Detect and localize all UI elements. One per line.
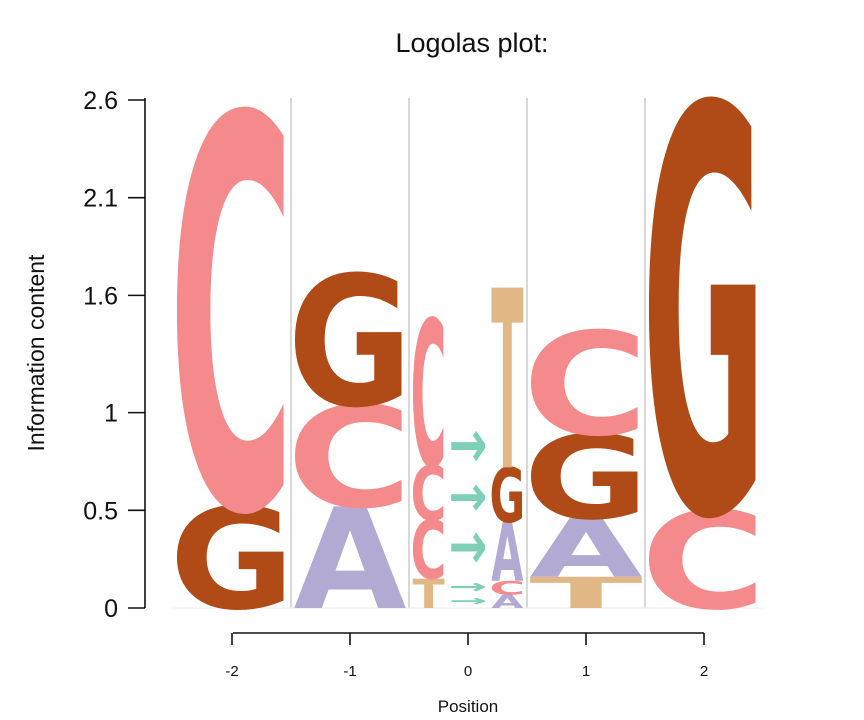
logo-arrow: →: [449, 507, 488, 585]
x-axis-ticks: -2 -1 0 1 2: [225, 633, 708, 680]
x-axis-label: Position: [438, 697, 498, 716]
logo-letter-c: C: [489, 577, 525, 599]
logo-letter-c: C: [522, 303, 648, 468]
logo-letter-a: A: [491, 508, 523, 601]
logo-letter-c: C: [286, 377, 412, 539]
x-tick-label: 1: [582, 663, 590, 680]
logo-letter-g: G: [169, 479, 294, 641]
logo-arrow: →: [449, 464, 488, 530]
chart-title: Logolas plot:: [395, 28, 548, 58]
x-tick-label: 2: [700, 663, 708, 680]
logo-letter-a: A: [491, 591, 523, 613]
logo-letter-c: C: [411, 450, 447, 538]
y-tick-label: 0.5: [83, 497, 118, 525]
y-tick-label: 1.6: [83, 282, 118, 310]
logo-letter-c: C: [168, 8, 294, 634]
logo-letter-c: C: [640, 485, 766, 641]
logo-arrow: →: [449, 576, 488, 598]
y-tick-label: 2.6: [83, 87, 118, 115]
x-tick-label: 0: [464, 663, 472, 680]
logo-arrow: →: [449, 405, 488, 483]
logo-letter-a: A: [294, 479, 407, 641]
y-axis-ticks: 0 0.5 1 1.6 2.1 2.6: [83, 87, 145, 623]
y-tick-label: 0: [104, 595, 118, 623]
y-axis-label: Information content: [23, 254, 49, 452]
column-separators: [173, 98, 763, 609]
logo-letter-g: G: [641, 0, 766, 643]
logo-letter-g: G: [287, 239, 412, 448]
x-tick-label: -1: [343, 663, 356, 680]
logo-letter-t: T: [529, 568, 643, 618]
logo-letter-a: A: [530, 502, 643, 596]
logo-letter-c: C: [411, 279, 447, 514]
x-tick-label: -2: [225, 663, 238, 680]
logo-letter-t: T: [491, 238, 523, 525]
y-tick-label: 2.1: [83, 185, 118, 213]
logo-letter-t: T: [413, 571, 445, 618]
logo-letter-c: C: [411, 504, 447, 598]
logo-letter-g: G: [523, 411, 648, 546]
logo-letter-g: G: [489, 454, 525, 541]
y-tick-label: 1: [104, 400, 118, 428]
logo-arrow: →: [449, 592, 488, 609]
